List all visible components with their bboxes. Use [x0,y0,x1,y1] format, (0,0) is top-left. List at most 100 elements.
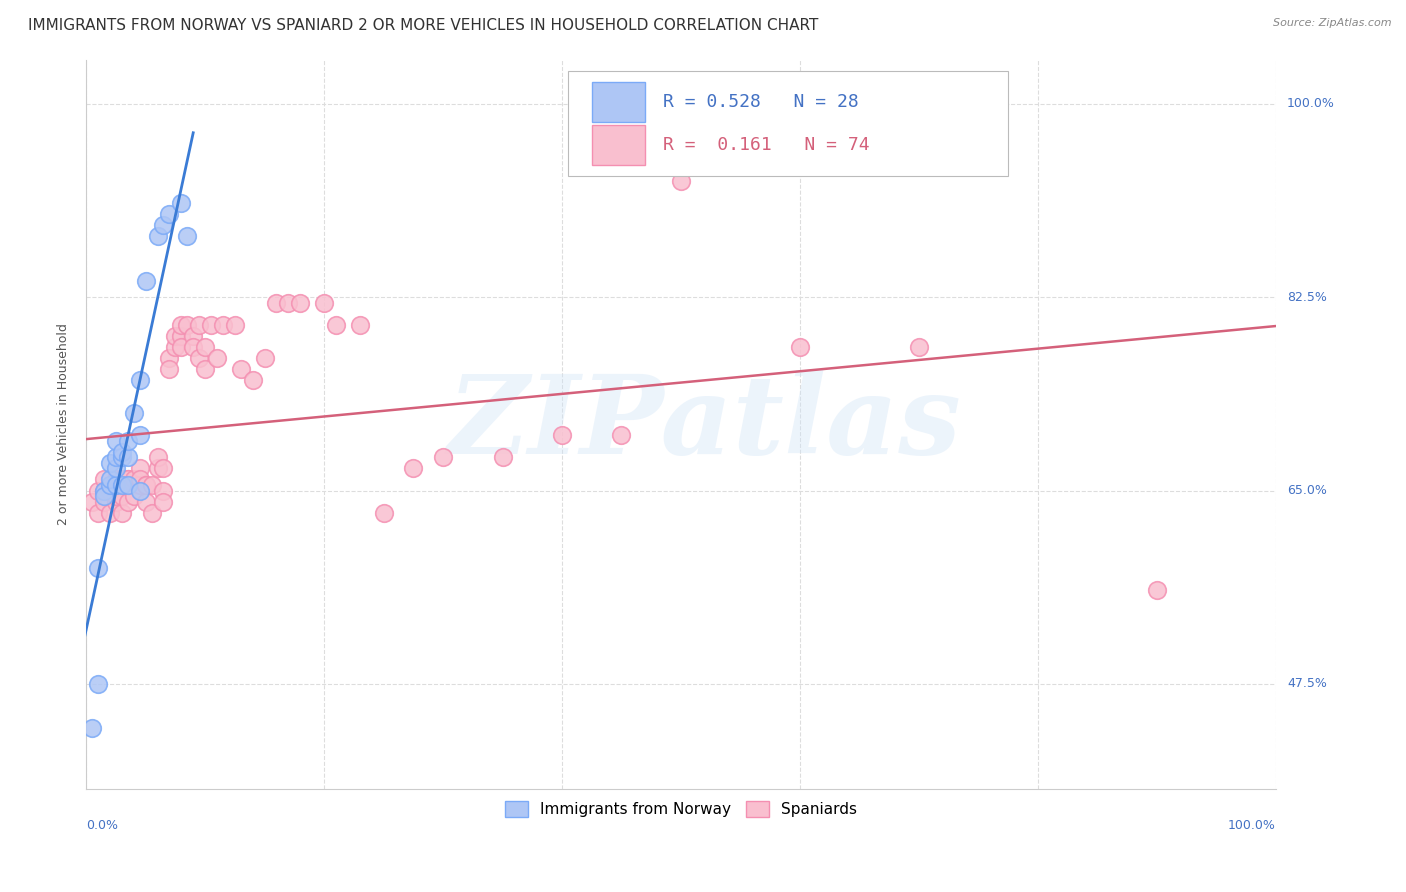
Point [159,207,181,221]
Point [146,229,169,244]
Point [98,506,121,520]
Point [432,450,454,465]
Point [98,478,121,492]
Point [128,373,150,387]
Point [117,473,139,487]
Point [104,461,127,475]
Point [87,677,110,691]
Point [205,351,228,365]
Point [98,456,121,470]
Point [188,318,211,332]
Point [212,318,235,332]
Point [104,494,127,508]
Point [146,461,169,475]
FancyBboxPatch shape [568,70,1008,177]
Point [146,450,169,465]
Point [266,295,288,310]
Point [93,494,115,508]
Point [253,351,276,365]
Point [373,506,395,520]
Point [111,478,134,492]
Point [87,483,110,498]
Point [117,434,139,448]
Point [141,506,163,520]
Point [325,318,347,332]
Point [224,318,246,332]
Point [181,340,204,354]
Point [104,478,127,492]
Point [176,229,198,244]
Point [122,489,145,503]
Point [141,478,163,492]
Point [135,478,157,492]
Point [98,478,121,492]
Point [93,483,115,498]
Text: 47.5%: 47.5% [1286,677,1327,690]
Text: R =  0.161   N = 74: R = 0.161 N = 74 [664,136,870,154]
Point [152,483,174,498]
Point [491,450,513,465]
Point [135,478,157,492]
Text: 82.5%: 82.5% [1286,291,1327,303]
Point [200,318,222,332]
Point [104,473,127,487]
Point [111,489,134,503]
FancyBboxPatch shape [592,82,645,122]
Point [165,328,187,343]
Point [170,328,193,343]
Point [159,362,181,376]
Point [152,219,174,233]
Point [111,478,134,492]
Point [82,721,104,735]
Point [165,340,187,354]
Point [152,461,174,475]
Point [229,362,252,376]
Point [170,340,193,354]
Point [128,473,150,487]
Point [312,295,335,310]
Point [170,318,193,332]
Point [93,483,115,498]
Point [181,328,204,343]
Point [135,274,157,288]
Point [93,489,115,503]
Legend: Immigrants from Norway, Spaniards: Immigrants from Norway, Spaniards [498,794,865,825]
Point [117,478,139,492]
Point [122,478,145,492]
Point [402,461,425,475]
Text: ZIPatlas: ZIPatlas [449,370,962,478]
Text: R = 0.528   N = 28: R = 0.528 N = 28 [664,93,859,111]
Point [128,483,150,498]
Point [117,478,139,492]
Point [290,295,312,310]
Point [908,340,931,354]
Point [277,295,299,310]
Point [93,473,115,487]
Point [188,351,211,365]
Text: 65.0%: 65.0% [1286,484,1327,497]
Text: 100.0%: 100.0% [1286,97,1334,111]
Point [111,450,134,465]
Point [87,506,110,520]
Y-axis label: 2 or more Vehicles in Household: 2 or more Vehicles in Household [58,323,70,525]
Point [242,373,264,387]
Point [194,362,217,376]
Point [104,489,127,503]
Point [98,473,121,487]
Point [122,473,145,487]
FancyBboxPatch shape [592,125,645,165]
Point [82,494,104,508]
Point [104,434,127,448]
Point [152,494,174,508]
Text: 0.0%: 0.0% [86,820,118,832]
Text: 100.0%: 100.0% [1227,820,1275,832]
Text: IMMIGRANTS FROM NORWAY VS SPANIARD 2 OR MORE VEHICLES IN HOUSEHOLD CORRELATION C: IMMIGRANTS FROM NORWAY VS SPANIARD 2 OR … [28,18,818,33]
Point [551,428,574,442]
Point [176,318,198,332]
Point [669,174,692,188]
Point [111,506,134,520]
Point [111,445,134,459]
Point [128,461,150,475]
Point [87,561,110,575]
Point [128,478,150,492]
